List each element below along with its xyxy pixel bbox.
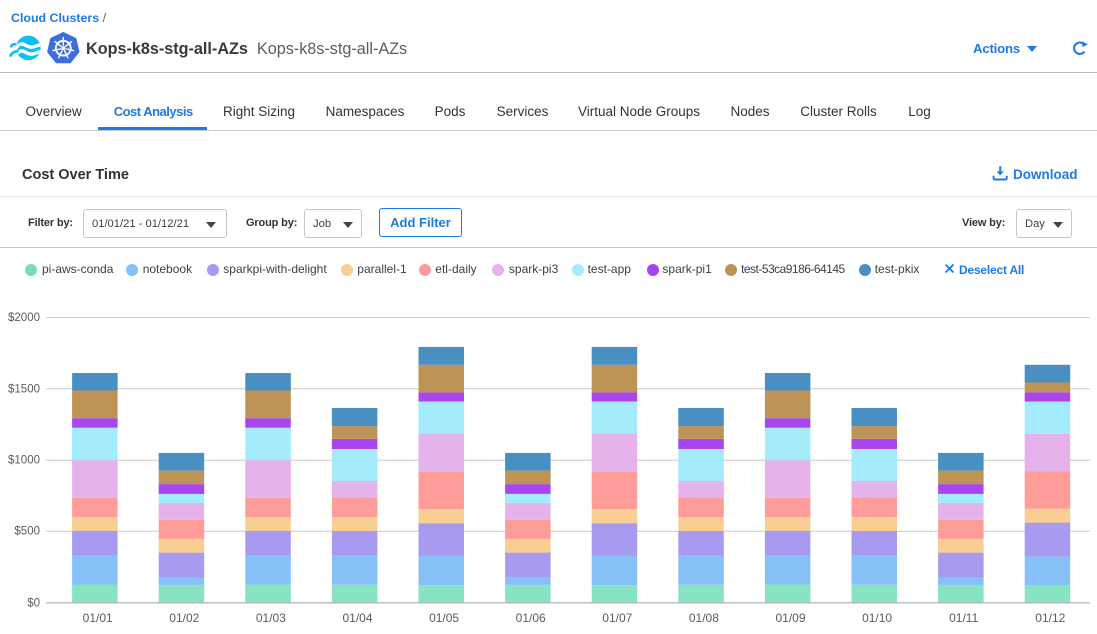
- svg-text:$0: $0: [27, 597, 40, 609]
- svg-text:01/06: 01/06: [516, 611, 546, 625]
- svg-text:01/02: 01/02: [169, 611, 199, 625]
- svg-text:01/04: 01/04: [342, 611, 372, 625]
- svg-text:$2000: $2000: [8, 312, 40, 324]
- svg-text:01/01: 01/01: [83, 611, 113, 625]
- svg-text:01/09: 01/09: [775, 611, 805, 625]
- svg-text:$1500: $1500: [8, 383, 40, 395]
- svg-text:01/08: 01/08: [689, 611, 719, 625]
- svg-text:01/10: 01/10: [862, 611, 892, 625]
- svg-text:01/07: 01/07: [602, 611, 632, 625]
- svg-text:01/05: 01/05: [429, 611, 459, 625]
- svg-text:$500: $500: [14, 526, 40, 538]
- svg-text:$1000: $1000: [8, 455, 40, 467]
- svg-text:01/11: 01/11: [949, 611, 978, 625]
- svg-text:01/12: 01/12: [1035, 611, 1065, 625]
- svg-text:01/03: 01/03: [256, 611, 286, 625]
